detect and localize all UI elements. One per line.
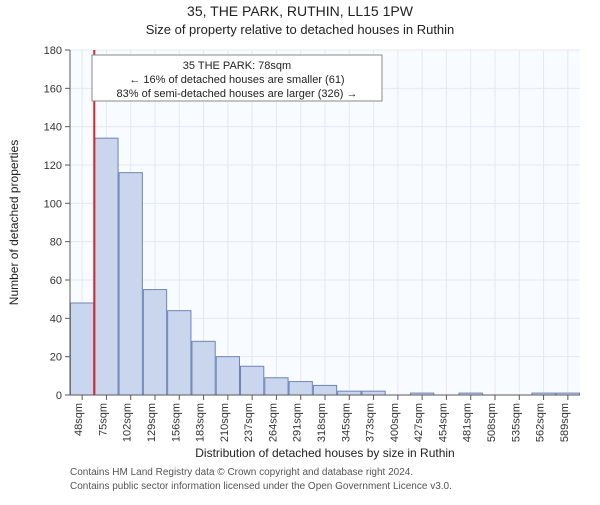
x-tick-label: 237sqm	[243, 403, 255, 442]
histogram-bar	[362, 391, 385, 395]
x-tick-label: 345sqm	[340, 403, 352, 442]
x-tick-label: 427sqm	[413, 403, 425, 442]
x-tick-label: 156sqm	[170, 403, 182, 442]
x-tick-label: 183sqm	[195, 403, 207, 442]
x-tick-label: 318sqm	[316, 403, 328, 442]
x-tick-label: 291sqm	[292, 403, 304, 442]
footer-line1: Contains HM Land Registry data © Crown c…	[70, 467, 413, 478]
histogram-bar	[313, 385, 336, 395]
histogram-bar	[71, 303, 94, 395]
annotation-line3: 83% of semi-detached houses are larger (…	[117, 88, 358, 100]
x-tick-label: 535sqm	[510, 403, 522, 442]
histogram-bar	[143, 290, 166, 395]
histogram-bar	[168, 311, 191, 395]
y-tick-label: 160	[44, 83, 62, 95]
y-tick-label: 20	[50, 352, 62, 364]
y-tick-label: 140	[44, 122, 62, 134]
x-tick-label: 454sqm	[437, 403, 449, 442]
y-tick-label: 120	[44, 160, 62, 172]
histogram-bar	[338, 391, 361, 395]
annotation-line1: 35 THE PARK: 78sqm	[183, 60, 291, 72]
y-tick-label: 0	[56, 390, 62, 402]
chart-title: 35, THE PARK, RUTHIN, LL15 1PW	[187, 3, 414, 19]
x-tick-label: 400sqm	[389, 403, 401, 442]
x-tick-label: 102sqm	[122, 403, 134, 442]
y-tick-label: 60	[50, 275, 62, 287]
histogram-bar	[289, 382, 312, 395]
chart-subtitle: Size of property relative to detached ho…	[146, 22, 455, 37]
x-tick-label: 562sqm	[535, 403, 547, 442]
histogram-bar	[216, 357, 239, 395]
x-tick-label: 589sqm	[559, 403, 571, 442]
histogram-bar	[192, 341, 215, 395]
y-tick-label: 180	[44, 45, 62, 57]
y-tick-label: 80	[50, 237, 62, 249]
histogram-bar	[119, 173, 142, 395]
x-tick-label: 129sqm	[146, 403, 158, 442]
x-tick-label: 508sqm	[486, 403, 498, 442]
footer-line2: Contains public sector information licen…	[70, 481, 452, 492]
x-tick-label: 481sqm	[462, 403, 474, 442]
x-tick-label: 210sqm	[219, 403, 231, 442]
x-tick-label: 373sqm	[365, 403, 377, 442]
histogram-bar	[95, 138, 118, 395]
x-tick-label: 264sqm	[267, 403, 279, 442]
y-tick-label: 40	[50, 313, 62, 325]
y-tick-label: 100	[44, 198, 62, 210]
x-axis-label: Distribution of detached houses by size …	[195, 446, 454, 460]
x-tick-label: 48sqm	[73, 403, 85, 436]
x-tick-label: 75sqm	[97, 403, 109, 436]
histogram-bar	[265, 378, 288, 395]
y-axis-label: Number of detached properties	[7, 140, 21, 305]
histogram-bar	[241, 366, 264, 395]
annotation-line2: ← 16% of detached houses are smaller (61…	[129, 74, 344, 86]
